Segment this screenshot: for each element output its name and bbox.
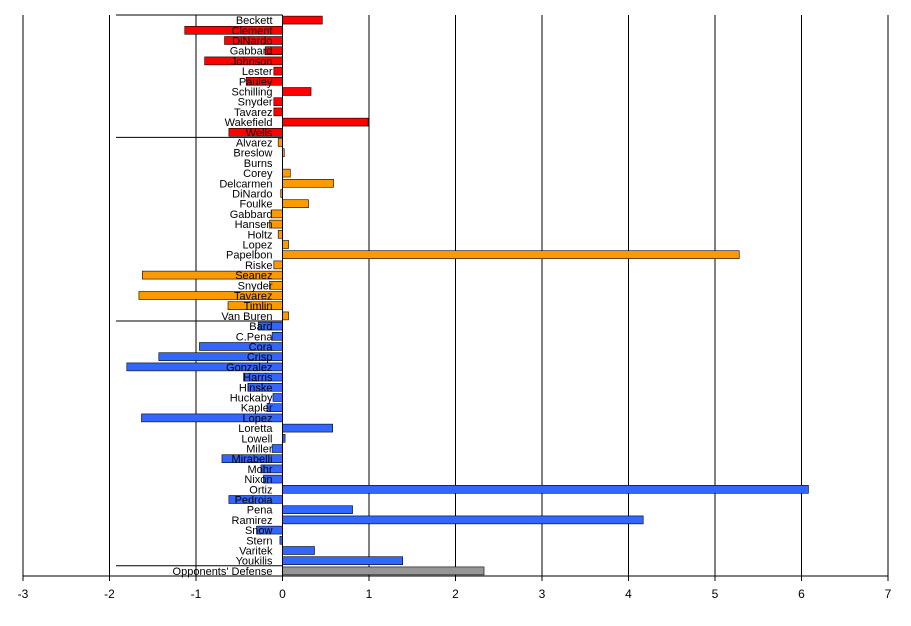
bar-opponents-defense: [282, 566, 485, 576]
bar-riske: [273, 260, 283, 270]
category-label: Snow: [245, 525, 273, 537]
category-label: Crisp: [247, 352, 273, 364]
bar-van-buren: [282, 311, 289, 321]
category-label: Bard: [249, 321, 272, 333]
bars: [126, 15, 809, 576]
category-label: Ramirez: [232, 515, 273, 527]
x-tick-label: -3: [18, 587, 29, 601]
category-label: Varitek: [239, 546, 273, 558]
bar-c-pena: [271, 332, 283, 341]
bar-tavarez: [273, 107, 283, 117]
category-label: Lopez: [243, 240, 273, 252]
category-label: Kapler: [241, 403, 273, 415]
category-label: Wakefield: [225, 117, 273, 129]
bar-schilling: [282, 87, 312, 96]
x-tick-label: -2: [104, 587, 115, 601]
category-label: Lester: [242, 66, 273, 78]
bar-delcarmen: [282, 179, 334, 188]
category-label: Alvarez: [236, 138, 273, 150]
bar-papelbon: [282, 250, 740, 259]
category-label: DiNardo: [232, 189, 272, 201]
category-label: Harris: [243, 372, 273, 384]
category-label: Foulke: [239, 199, 272, 211]
category-label: Youkilis: [236, 556, 273, 568]
category-label: Snyder: [238, 280, 273, 292]
category-label: Papelbon: [226, 250, 273, 262]
bar-lopez: [282, 240, 289, 249]
x-tick-label: 0: [279, 587, 286, 601]
category-label: Holtz: [247, 229, 272, 241]
category-label: Ortiz: [249, 484, 272, 496]
category-label: Mirabelli: [232, 454, 273, 466]
category-label: Wells: [246, 127, 273, 139]
bar-ramirez: [282, 515, 644, 525]
bar-lester: [273, 66, 283, 76]
category-label: Pena: [247, 505, 274, 517]
bar-wakefield: [282, 117, 369, 127]
category-label: Loretta: [238, 423, 273, 435]
category-label: Tavarez: [234, 107, 273, 119]
category-label: Tavarez: [234, 291, 273, 303]
bar-gabbard: [270, 209, 283, 219]
category-label: Johnson: [231, 56, 273, 68]
x-tick-label: 1: [366, 587, 373, 601]
category-label: Stern: [246, 535, 272, 547]
bar-loretta: [282, 423, 333, 433]
category-label: Lopez: [243, 413, 273, 425]
category-label: Seanez: [235, 270, 272, 282]
category-label: Van Buren: [221, 311, 272, 323]
category-label: Riske: [245, 260, 273, 272]
x-tick-label: 5: [712, 587, 719, 601]
bar-huckaby: [272, 393, 283, 402]
x-tick-label: 7: [885, 587, 892, 601]
category-label: Opponents' Defense: [173, 566, 273, 578]
bar-youkilis: [282, 556, 404, 565]
bar-beckett: [282, 15, 323, 25]
category-label: Snyder: [238, 97, 273, 109]
category-label: Huckaby: [230, 393, 273, 405]
category-label: Beckett: [236, 15, 273, 27]
category-label: Pauley: [239, 76, 273, 88]
category-label: Gabbard: [230, 209, 273, 221]
bar-alvarez: [277, 138, 283, 147]
bar-varitek: [282, 546, 315, 555]
category-label: Mohr: [247, 464, 272, 476]
bar-miller: [271, 444, 283, 453]
x-tick-label: 3: [539, 587, 546, 601]
x-tick-label: -1: [191, 587, 202, 601]
category-label: Gonzalez: [226, 362, 272, 374]
category-label: Schilling: [232, 87, 273, 99]
category-label: Clement: [232, 25, 273, 37]
bar-holtz: [277, 230, 283, 239]
group-separators: [116, 14, 283, 567]
category-label: Burns: [244, 158, 273, 170]
category-label: Gabbard: [230, 46, 273, 58]
category-label: Pedroia: [235, 495, 274, 507]
category-label: Corey: [243, 168, 273, 180]
category-label: Lowell: [241, 433, 272, 445]
category-label: Delcarmen: [219, 178, 272, 190]
category-label: DiNardo: [232, 36, 272, 48]
category-label: Timlin: [244, 301, 273, 313]
category-label: Breslow: [233, 148, 272, 160]
category-label: Miller: [246, 444, 273, 456]
bar-ortiz: [282, 485, 809, 494]
category-labels: BeckettClementDiNardoGabbardJohnsonLeste…: [173, 15, 274, 578]
bar-foulke: [282, 199, 309, 208]
x-tick-label: 6: [798, 587, 805, 601]
x-tick-label: 2: [452, 587, 459, 601]
category-label: Nixon: [244, 474, 272, 486]
bar-pena: [282, 505, 353, 514]
bar-snyder: [273, 97, 283, 106]
category-label: Hinske: [239, 382, 273, 394]
category-label: C.Pena: [236, 331, 274, 343]
category-label: Hansen: [235, 219, 273, 231]
gridlines: [22, 15, 889, 576]
bar-corey: [282, 168, 291, 178]
category-label: Cora: [249, 342, 274, 354]
x-axis: -3 -2 -1 0 1 2 3 4 5 6 7: [18, 15, 892, 601]
x-tick-label: 4: [625, 587, 632, 601]
